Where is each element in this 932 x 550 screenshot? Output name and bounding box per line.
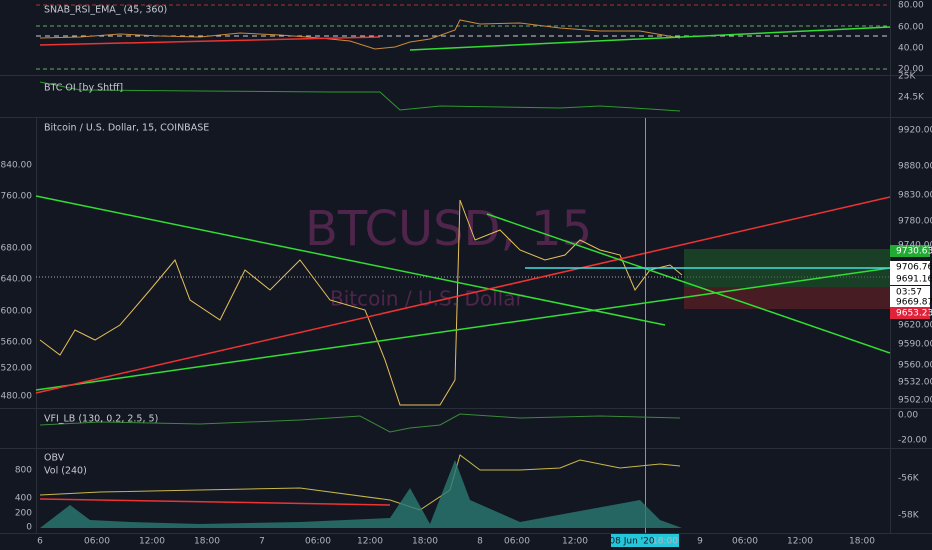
watermark-name: Bitcoin / U.S. Dollar <box>330 287 524 311</box>
main-drawings: BTCUSD, 15 Bitcoin / U.S. Dollar <box>35 118 891 533</box>
axis-tick-label: 9560.00 <box>898 361 932 371</box>
time-tick-label: 6 <box>37 537 43 547</box>
badge-bg <box>890 273 930 285</box>
time-tick-label: 06:00 <box>305 537 331 547</box>
price-badge: 9669.87 <box>896 298 932 308</box>
oi-line <box>39 81 681 112</box>
axis-tick-label: 60.00 <box>898 23 924 33</box>
axis-tick-label: 9560.00 <box>0 338 32 348</box>
axis-tick-label: 24.5K <box>898 93 925 103</box>
axis-tick-label: 9830.00 <box>898 191 932 201</box>
badge-bg <box>890 245 930 257</box>
pane-label: BTC OI [by Shtff] <box>44 83 123 94</box>
time-tick-label: 12:00 <box>787 537 813 547</box>
pane-label: Bitcoin / U.S. Dollar, 15, COINBASE <box>44 123 209 134</box>
axis-tick-label: 9502.00 <box>898 396 932 406</box>
axis-tick-label: 9590.00 <box>898 340 932 350</box>
axis-tick-label: 9920.00 <box>898 126 932 136</box>
obv-drawings <box>39 454 682 528</box>
time-tick-label: 18:00 <box>194 537 220 547</box>
badge-bg <box>890 286 930 298</box>
pane-label: VFI_LB (130, 0.2, 2.5, 5) <box>44 414 158 425</box>
time-tick-label: 18:00 <box>652 537 678 547</box>
price-badge: 9691.16 <box>896 275 932 285</box>
time-tick-label: 12:00 <box>357 537 383 547</box>
time-tick-label: 12:00 <box>562 537 588 547</box>
time-tick-label: 7 <box>259 537 265 547</box>
axis-tick-label: 9480.00 <box>0 392 32 402</box>
axis-tick-label: 80.00 <box>898 1 924 11</box>
axis-tick-label: -56K <box>898 474 920 484</box>
badge-bg <box>890 307 930 319</box>
axis-tick-label: 9680.00 <box>0 244 32 254</box>
axis-tick-label: -58K <box>898 511 920 521</box>
axis-tick-label: 20.00 <box>898 65 924 75</box>
axis-tick-label: 9740.00 <box>898 241 932 251</box>
badge-bg <box>890 261 930 273</box>
axis-tick-label: -20.00 <box>898 436 927 446</box>
pane-label: Vol (240) <box>44 466 87 477</box>
axis-tick-label: 200 <box>15 509 32 519</box>
time-tick-label: 18:00 <box>412 537 438 547</box>
axis-tick-label: 9620.00 <box>898 321 932 331</box>
cursor-label: 08 Jun '20 <box>609 537 654 547</box>
rsi-lines <box>36 4 891 70</box>
axis-tick-label: 9532.00 <box>898 378 932 388</box>
price-badge: 9730.63 <box>896 247 932 257</box>
vfi-line <box>39 413 681 433</box>
time-tick-label: 12:00 <box>139 537 165 547</box>
axis-tick-label: 9520.00 <box>0 364 32 374</box>
axis-tick-label: 9760.00 <box>0 192 32 202</box>
axis-tick-label: 9640.00 <box>0 275 32 285</box>
axis-tick-label: 9600.00 <box>0 307 32 317</box>
badge-bg <box>890 296 930 308</box>
time-tick-label: 9 <box>697 537 703 547</box>
cursor-badge <box>611 534 679 547</box>
time-tick-label: 06:00 <box>504 537 530 547</box>
axis-tick-label: 0.00 <box>898 411 918 421</box>
pane-separators <box>0 0 932 534</box>
axis-tick-label: 25K <box>898 72 916 82</box>
axis-tick-label: 9780.00 <box>898 217 932 227</box>
axis-tick-label: 9880.00 <box>898 162 932 172</box>
price-badge: 9706.76 <box>896 263 932 273</box>
price-badge: 03:57 <box>896 288 922 298</box>
time-tick-label: 18:00 <box>849 537 875 547</box>
time-tick-label: 8 <box>477 537 483 547</box>
price-badge: 9653.23 <box>896 309 932 319</box>
watermark: BTCUSD, 15 <box>305 201 592 257</box>
axis-tick-label: 9840.00 <box>0 161 32 171</box>
time-tick-label: 06:00 <box>84 537 110 547</box>
axis-tick-label: 800 <box>15 466 32 476</box>
pane-label: OBV <box>44 453 65 464</box>
pane-label: SNAB_RSI_EMA_ (45, 360) <box>44 5 167 16</box>
axis-tick-label: 40.00 <box>898 44 924 54</box>
axis-tick-label: 0 <box>26 523 32 533</box>
time-tick-label: 06:00 <box>732 537 758 547</box>
axis-tick-label: 400 <box>15 494 32 504</box>
